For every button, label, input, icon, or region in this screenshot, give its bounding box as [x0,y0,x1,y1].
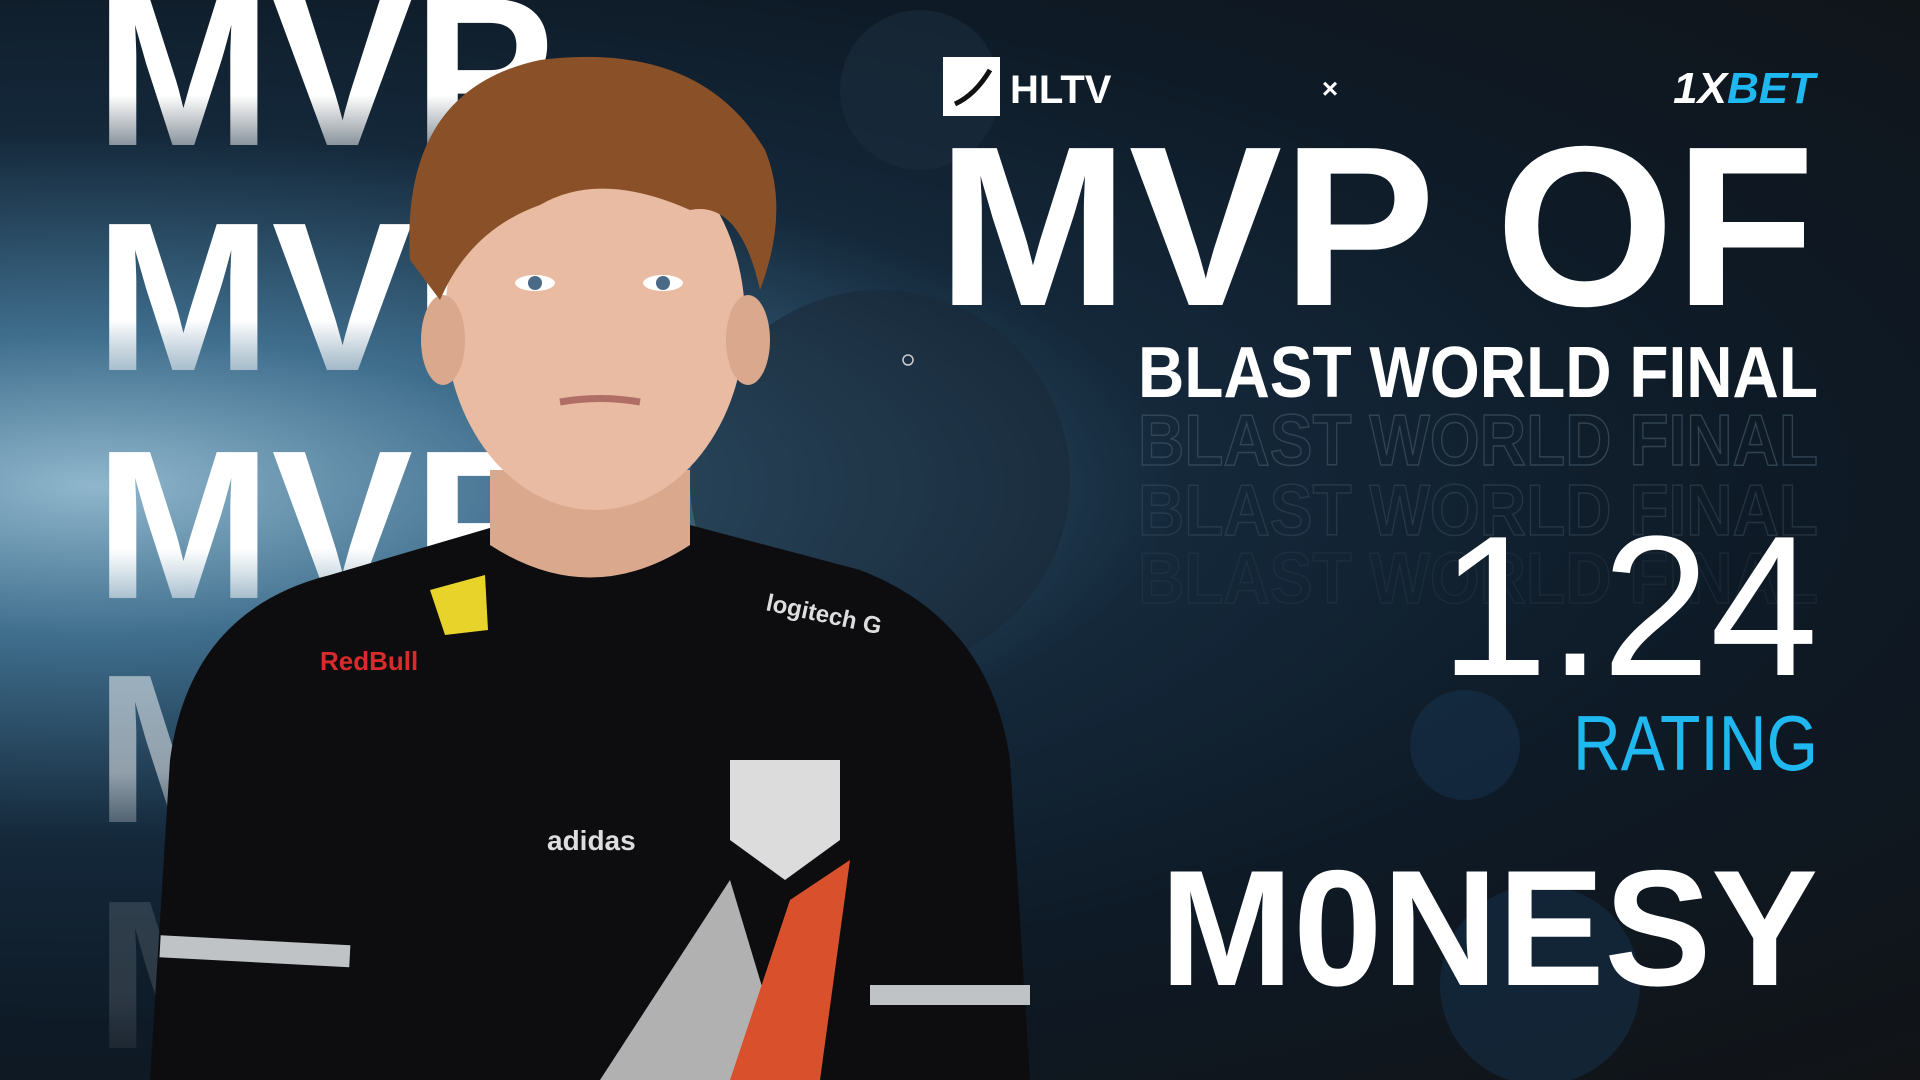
event-name: BLAST WORLD FINAL [1138,333,1818,413]
svg-text:BLAST WORLD FINAL: BLAST WORLD FINAL [1138,539,1818,619]
decor-dot [902,354,914,366]
hltv-logo: HLTV [943,57,1112,116]
svg-text:HLTV: HLTV [1010,68,1112,112]
collab-separator: × [1322,73,1338,104]
sponsor-suffix: BET [1727,64,1818,113]
svg-text:BLAST WORLD FINAL: BLAST WORLD FINAL [1138,471,1818,551]
decor-circle [840,10,1000,170]
g2-logo [730,760,840,880]
player-photo: RedBull logitech G adidas [150,56,1030,1080]
redbull-logo: RedBull [320,646,418,676]
headline-title: MVP OF [937,100,1815,354]
sponsor-logo-1xbet: 1XBET [1673,64,1818,113]
decor-circle [1410,690,1520,800]
adidas-logo: adidas [547,825,636,856]
svg-text:BLAST WORLD FINAL: BLAST WORLD FINAL [1138,401,1818,481]
rating-value: 1.24 [1440,495,1818,718]
event-name-echo: BLAST WORLD FINAL BLAST WORLD FINAL BLAS… [1137,400,1819,620]
sponsor-prefix: 1X [1673,64,1729,113]
decor-circle [1440,885,1640,1080]
player-name: M0NESY [1160,836,1818,1020]
rating-label: RATING [1573,699,1818,787]
